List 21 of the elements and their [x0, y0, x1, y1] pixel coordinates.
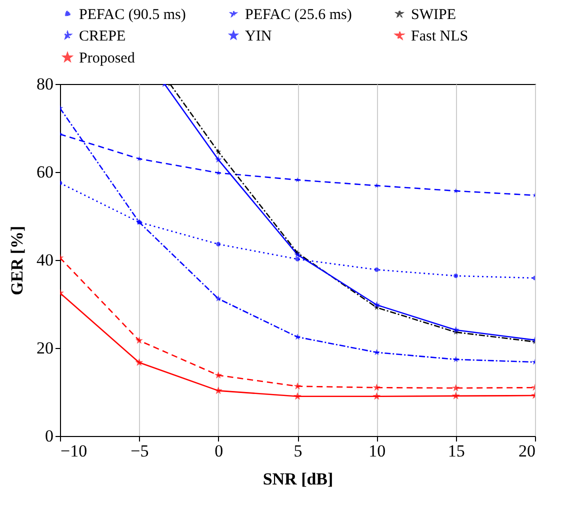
y-tick-label: 60: [36, 162, 54, 182]
y-tick-label: 40: [36, 250, 54, 270]
x-tick-label: 0: [214, 442, 224, 460]
legend-label: PEFAC (90.5 ms): [79, 6, 186, 23]
legend-label: PEFAC (25.6 ms): [245, 6, 352, 23]
y-tick-label: 80: [36, 74, 54, 94]
legend-label: SWIPE: [411, 6, 456, 23]
y-axis-title: GER [%]: [8, 226, 26, 296]
x-tick-label: 10: [368, 442, 386, 460]
x-tick-label: −5: [130, 442, 149, 460]
legend-label: Fast NLS: [411, 28, 468, 44]
x-tick-label: 15: [448, 442, 465, 460]
y-tick-label: 20: [36, 338, 54, 358]
x-axis-title: SNR [dB]: [262, 470, 334, 488]
x-tick-label: 5: [294, 442, 302, 460]
x-tick-label: −10: [60, 442, 88, 460]
y-tick-label: 0: [45, 426, 54, 446]
legend-label: Proposed: [79, 50, 136, 66]
legend-label: YIN: [245, 28, 272, 44]
x-tick-label: 20: [518, 442, 536, 460]
legend-label: CREPE: [79, 28, 126, 44]
